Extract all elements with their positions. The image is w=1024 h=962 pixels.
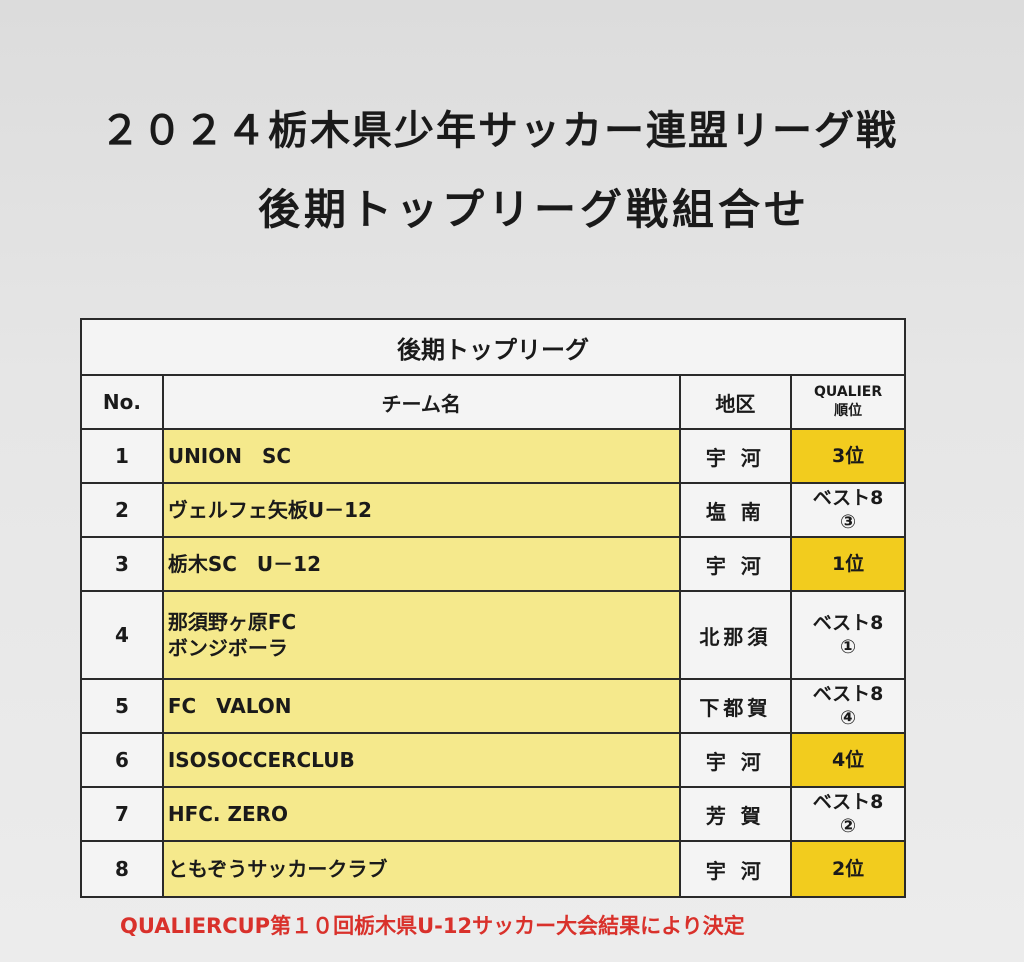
table-row: 8 ともぞうサッカークラブ 宇 河 2位	[80, 840, 906, 898]
team-name-cell: UNION SC	[161, 428, 681, 484]
district-cell: 塩 南	[678, 482, 793, 538]
table-row: 2 ヴェルフェ矢板U－12 塩 南ベスト8 ③	[80, 482, 906, 538]
district-cell: 宇 河	[678, 732, 793, 788]
row-number: 7	[80, 786, 164, 842]
team-name-line1: 那須野ヶ原FC	[167, 610, 297, 634]
district-cell: 北那須	[678, 590, 793, 680]
rank-line1: ベスト8	[812, 612, 884, 634]
rank-line2: ②	[840, 815, 857, 837]
qualier-rank-cell: 2位	[790, 840, 906, 898]
team-name-line1: ヴェルフェ矢板U－12	[167, 498, 372, 522]
row-number: 4	[80, 590, 164, 680]
team-name-cell: 那須野ヶ原FC ボンジボーラ	[161, 590, 681, 680]
table-row: 6 ISOSOCCERCLUB 宇 河 4位	[80, 732, 906, 788]
table-caption: 後期トップリーグ	[80, 318, 906, 376]
district-cell: 下都賀	[678, 678, 793, 734]
team-name-cell: ヴェルフェ矢板U－12	[161, 482, 681, 538]
row-number: 1	[80, 428, 164, 484]
document-title-line2: 後期トップリーグ戦組合せ	[258, 185, 811, 234]
qualier-rank-cell: ベスト8 ①	[790, 590, 906, 680]
team-name-line1: ともぞうサッカークラブ	[167, 857, 388, 881]
rank-line2: ③	[840, 511, 857, 533]
rank-line1: 3位	[831, 445, 865, 467]
qualier-rank-cell: ベスト8 ②	[790, 786, 906, 842]
qualier-rank-cell: ベスト8 ④	[790, 678, 906, 734]
team-name-line1: 栃木SC U－12	[167, 552, 321, 576]
rank-line1: ベスト8	[812, 791, 884, 813]
rank-line1: 2位	[831, 858, 865, 880]
column-header-area: 地区	[678, 374, 793, 430]
qualier-rank-cell: 3位	[790, 428, 906, 484]
team-name-cell: ともぞうサッカークラブ	[161, 840, 681, 898]
table-row: 7 HFC. ZERO 芳 賀ベスト8 ②	[80, 786, 906, 842]
rank-line2: ①	[840, 636, 857, 658]
team-name-cell: 栃木SC U－12	[161, 536, 681, 592]
rank-line1: ベスト8	[812, 487, 884, 509]
footnote: QUALIERCUP第１０回栃木県U-12サッカー大会結果により決定	[120, 914, 745, 938]
column-header-no: No.	[80, 374, 164, 430]
column-header-rank: QUALIER 順位	[790, 374, 906, 430]
table-row: 4 那須野ヶ原FC ボンジボーラ 北那須 ベスト8 ①	[80, 590, 906, 680]
team-name-line1: FC VALON	[167, 694, 292, 718]
league-table: 後期トップリーグ No. チーム名 地区 QUALIER 順位 1 UNION S…	[80, 318, 906, 898]
column-header-row: No. チーム名 地区 QUALIER 順位	[80, 374, 906, 430]
row-number: 6	[80, 732, 164, 788]
district-cell: 宇 河	[678, 428, 793, 484]
table-row: 1 UNION SC 宇 河 3位	[80, 428, 906, 484]
row-number: 3	[80, 536, 164, 592]
rank-line1: 1位	[831, 553, 865, 575]
district-cell: 芳 賀	[678, 786, 793, 842]
team-name-line1: UNION SC	[167, 444, 292, 468]
team-name-cell: HFC. ZERO	[161, 786, 681, 842]
row-number: 8	[80, 840, 164, 898]
qualier-rank-cell: 4位	[790, 732, 906, 788]
row-number: 2	[80, 482, 164, 538]
qualier-rank-cell: 1位	[790, 536, 906, 592]
team-name-line2: ボンジボーラ	[167, 636, 288, 660]
team-name-line1: HFC. ZERO	[167, 802, 289, 826]
table-row: 5 FC VALON 下都賀 ベスト8 ④	[80, 678, 906, 734]
rank-line1: 4位	[831, 749, 865, 771]
column-header-team: チーム名	[161, 374, 681, 430]
table-row: 3 栃木SC U－12 宇 河 1位	[80, 536, 906, 592]
row-number: 5	[80, 678, 164, 734]
column-header-rank-line1: QUALIER	[814, 384, 883, 400]
team-name-cell: FC VALON	[161, 678, 681, 734]
rank-line1: ベスト8	[812, 683, 884, 705]
qualier-rank-cell: ベスト8 ③	[790, 482, 906, 538]
column-header-rank-line2: 順位	[834, 403, 863, 419]
team-name-line1: ISOSOCCERCLUB	[167, 748, 355, 772]
rank-line2: ④	[840, 707, 857, 729]
document-title-line1: ２０２４栃木県少年サッカー連盟リーグ戦	[100, 108, 898, 154]
team-name-cell: ISOSOCCERCLUB	[161, 732, 681, 788]
district-cell: 宇 河	[678, 536, 793, 592]
district-cell: 宇 河	[678, 840, 793, 898]
